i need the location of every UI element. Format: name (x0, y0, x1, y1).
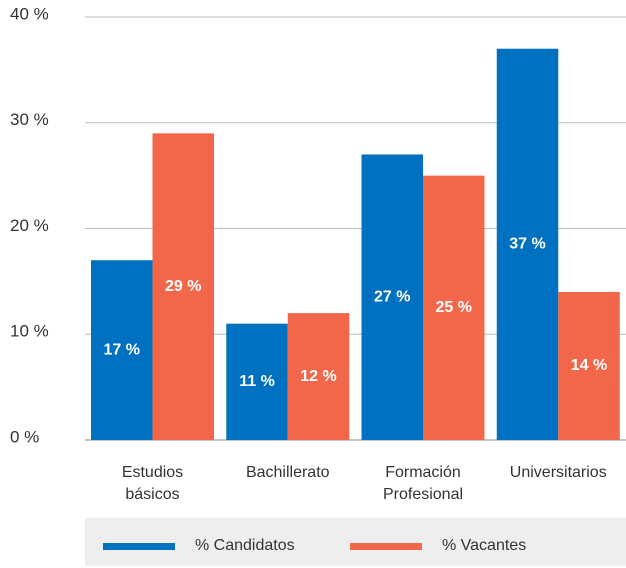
bar (91, 260, 153, 440)
y-tick-label: 10 % (10, 322, 49, 341)
value-label: 25 % (436, 299, 472, 316)
bar (558, 291, 620, 440)
value-label: 29 % (165, 278, 201, 295)
value-label: 27 % (374, 288, 410, 305)
x-tick-label: Estudios básicos (122, 464, 183, 503)
x-tick-label: Universitarios (510, 464, 607, 481)
legend-label: % Vacantes (442, 537, 526, 554)
y-tick-label: 20 % (10, 216, 49, 235)
legend-label: % Candidatos (195, 537, 295, 554)
value-label: 37 % (509, 236, 545, 253)
x-tick-label: Formación Profesional (383, 464, 463, 503)
value-label: 17 % (104, 341, 140, 358)
x-tick-label: Bachillerato (246, 464, 330, 481)
value-label: 11 % (239, 373, 275, 390)
bar (226, 323, 288, 440)
bar (287, 313, 350, 440)
y-tick-label: 40 % (10, 4, 49, 23)
legend-box (85, 518, 626, 566)
bar (152, 133, 214, 440)
bar (496, 48, 559, 440)
y-tick-label: 30 % (10, 110, 49, 129)
bar (361, 154, 423, 440)
bar (423, 175, 485, 440)
value-label: 14 % (571, 357, 607, 374)
legend-swatch (350, 543, 422, 550)
value-label: 12 % (300, 368, 336, 385)
y-tick-label: 0 % (10, 427, 39, 446)
legend-swatch (103, 543, 175, 550)
